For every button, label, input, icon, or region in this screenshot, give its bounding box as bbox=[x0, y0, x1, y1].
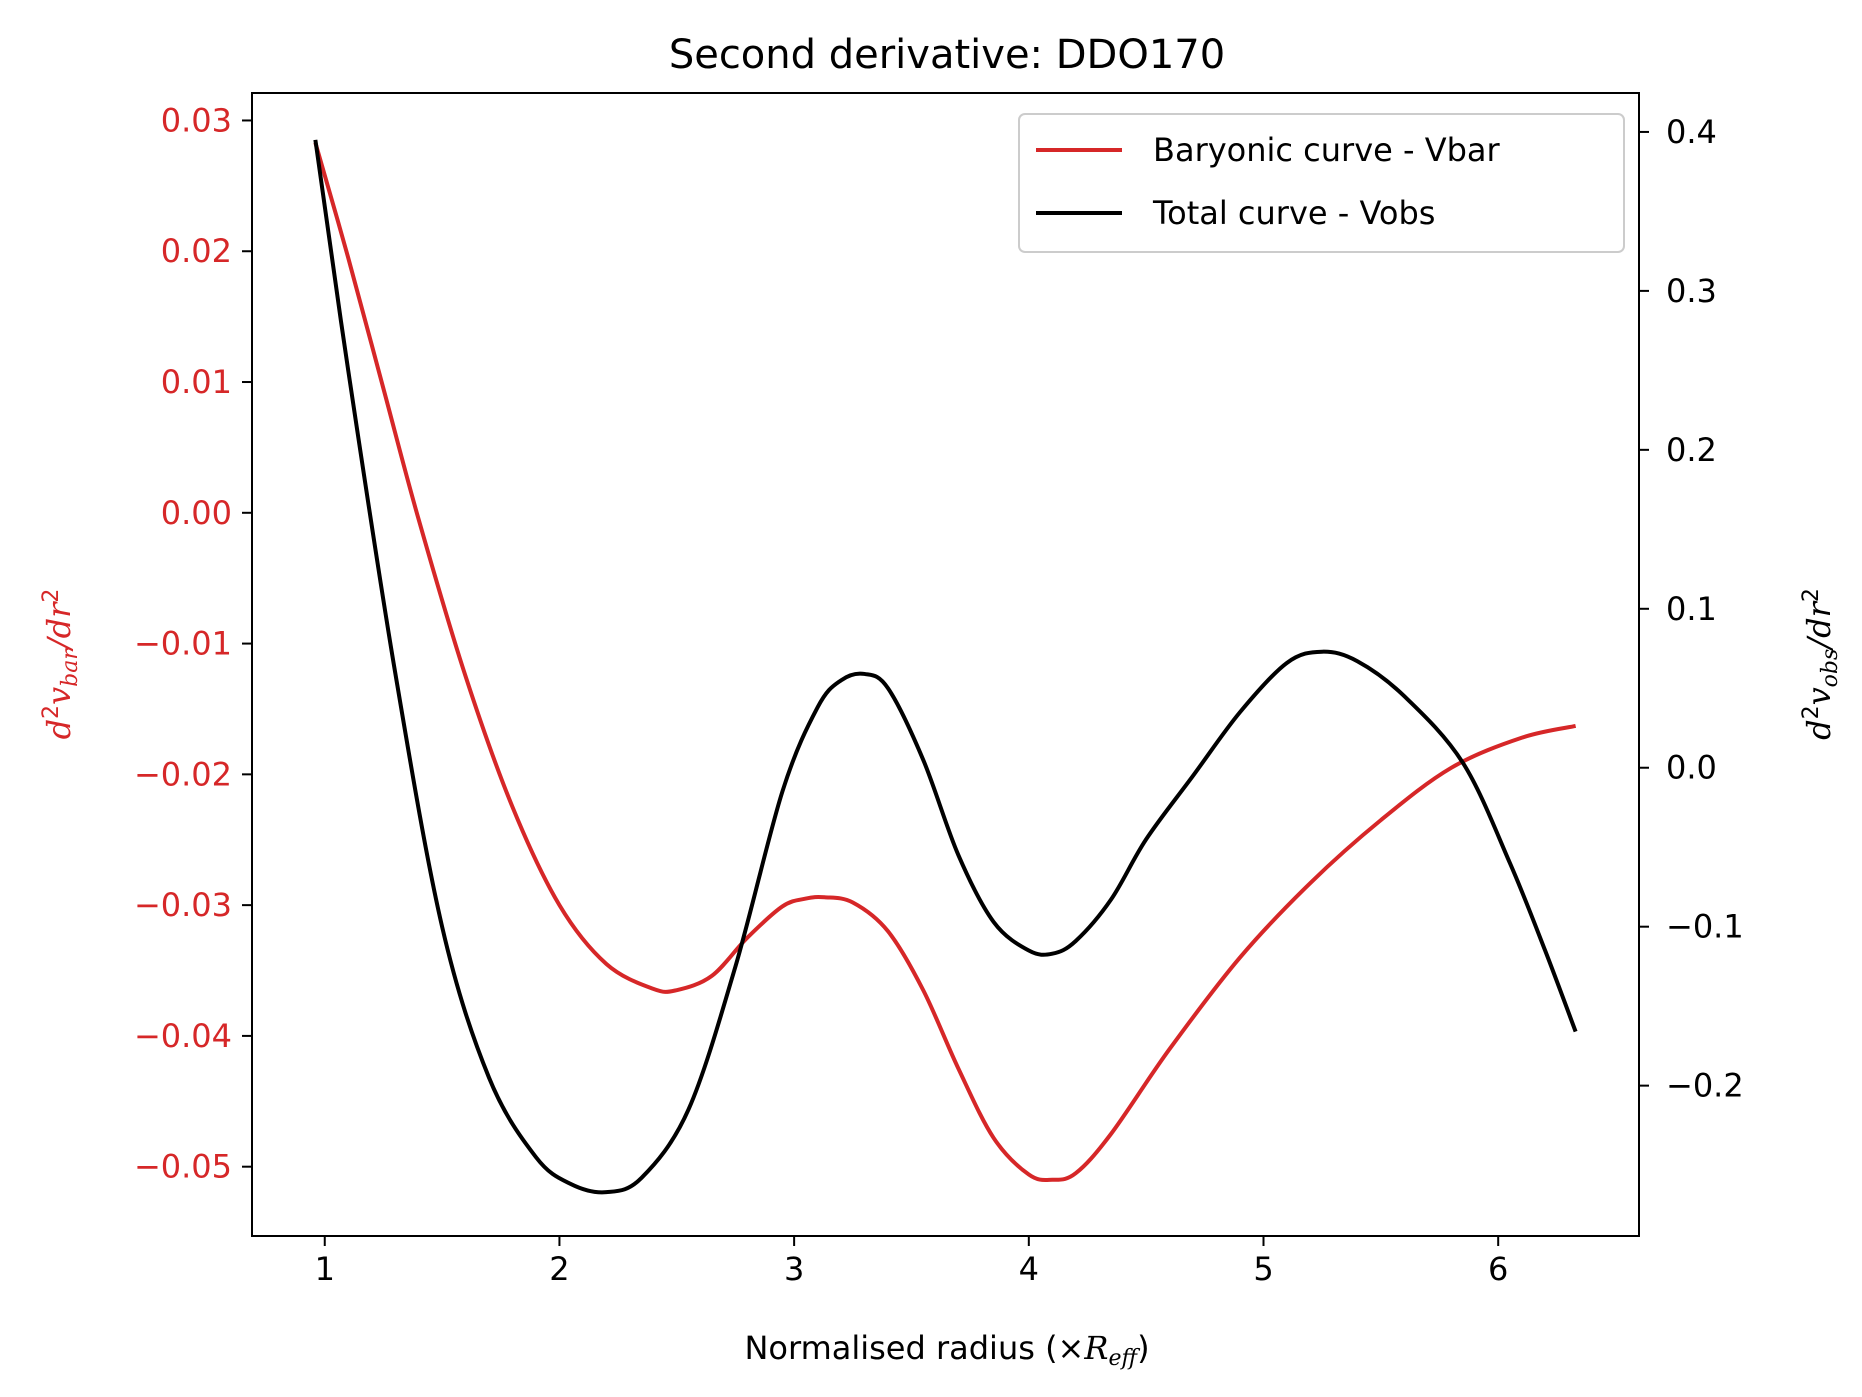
x-axis-title-sub: eff bbox=[1108, 1346, 1140, 1371]
y-right-tick-label: 0.0 bbox=[1666, 749, 1717, 787]
x-tick-label: 4 bbox=[1019, 1250, 1039, 1288]
y-left-tick-label: 0.01 bbox=[161, 363, 232, 401]
legend-label-vobs: Total curve - Vobs bbox=[1152, 194, 1435, 232]
y-right-title-d: d bbox=[1800, 719, 1838, 739]
y-left-title-slash: / bbox=[40, 635, 78, 652]
plot-area bbox=[251, 92, 1640, 1237]
y-left-title-dr: dr bbox=[40, 601, 78, 638]
chart-title: Second derivative: DDO170 bbox=[669, 32, 1225, 78]
y-left-title-sub: bar bbox=[58, 648, 83, 687]
y-axis-right: 0.4 0.3 0.2 0.1 0.0 −0.1 −0.2 bbox=[1639, 113, 1744, 1105]
legend-box bbox=[1018, 113, 1625, 253]
x-axis-title-close: ) bbox=[1137, 1329, 1149, 1367]
plot-frame bbox=[251, 92, 1640, 1237]
y-right-title-sub: obs bbox=[1818, 649, 1843, 688]
y-left-title-sup: 2 bbox=[39, 705, 64, 719]
x-axis-title: Normalised radius (×Reff) bbox=[744, 1329, 1149, 1371]
y-left-axis-title: d2vbar/dr2 bbox=[39, 589, 83, 740]
y-left-tick-label: −0.02 bbox=[134, 755, 232, 793]
x-tick-label: 2 bbox=[549, 1250, 569, 1288]
x-axis-title-main: Normalised radius (× bbox=[744, 1329, 1084, 1367]
legend: Baryonic curve - Vbar Total curve - Vobs bbox=[1018, 113, 1625, 253]
y-right-title-sup: 2 bbox=[1799, 705, 1824, 719]
y-right-title-dr: dr bbox=[1800, 600, 1838, 637]
y-left-title-d: d bbox=[40, 719, 78, 739]
y-left-tick-label: −0.03 bbox=[134, 886, 232, 924]
x-tick-label: 1 bbox=[315, 1250, 335, 1288]
series-line-vbar bbox=[313, 142, 1577, 1183]
y-left-tick-label: −0.01 bbox=[134, 625, 232, 663]
y-right-tick-label: 0.2 bbox=[1666, 431, 1717, 469]
y-axis-left: 0.03 0.02 0.01 0.00 −0.01 −0.02 −0.03 −0.04 −0.0… bbox=[134, 101, 252, 1186]
y-right-title-sup2: 2 bbox=[1799, 588, 1824, 602]
x-tick-label: 3 bbox=[784, 1250, 804, 1288]
series-line-vobs bbox=[313, 139, 1578, 1195]
y-left-tick-label: 0.02 bbox=[161, 232, 232, 270]
y-right-tick-label: −0.2 bbox=[1666, 1067, 1744, 1105]
legend-label-vbar: Baryonic curve - Vbar bbox=[1153, 131, 1501, 169]
y-left-title-sup2: 2 bbox=[39, 589, 64, 603]
y-right-tick-label: 0.4 bbox=[1666, 113, 1717, 151]
y-right-tick-label: 0.1 bbox=[1666, 590, 1717, 628]
y-right-axis-title: d2vobs/dr2 bbox=[1799, 588, 1843, 740]
y-right-title-v: v bbox=[1800, 687, 1838, 705]
y-left-title-v: v bbox=[40, 687, 78, 705]
x-tick-label: 6 bbox=[1488, 1250, 1508, 1288]
y-left-tick-label: −0.05 bbox=[134, 1148, 232, 1186]
series-layer bbox=[313, 139, 1578, 1195]
y-left-tick-label: 0.03 bbox=[161, 101, 232, 139]
x-tick-label: 5 bbox=[1253, 1250, 1273, 1288]
y-left-tick-label: 0.00 bbox=[161, 494, 232, 532]
y-left-tick-label: −0.04 bbox=[134, 1017, 232, 1055]
x-axis-title-var: R bbox=[1083, 1329, 1108, 1367]
y-right-tick-label: −0.1 bbox=[1666, 908, 1744, 946]
y-right-title-slash: / bbox=[1800, 635, 1838, 652]
y-right-tick-label: 0.3 bbox=[1666, 272, 1717, 310]
x-axis: 1 2 3 4 5 6 bbox=[315, 1236, 1508, 1288]
